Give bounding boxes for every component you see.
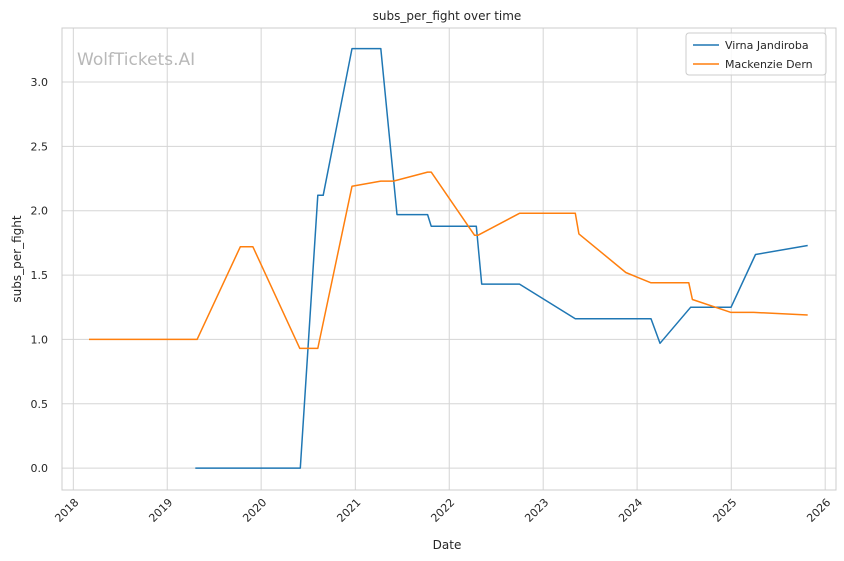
x-tick-label: 2023: [522, 496, 551, 525]
x-tick-label: 2020: [240, 496, 269, 525]
x-axis-label: Date: [433, 538, 462, 552]
y-tick-label: 3.0: [31, 76, 49, 89]
y-tick-label: 2.5: [31, 140, 49, 153]
chart-title: subs_per_fight over time: [373, 9, 522, 23]
y-axis-label: subs_per_fight: [10, 215, 24, 302]
series-line-virna-jandiroba: [195, 47, 808, 469]
y-tick-label: 2.0: [31, 205, 49, 218]
x-grid: [72, 28, 826, 490]
x-tick-label: 2021: [334, 496, 363, 525]
y-tick-label: 1.0: [31, 333, 49, 346]
y-tick-label: 0.0: [31, 462, 49, 475]
y-tick-label: 1.5: [31, 269, 49, 282]
y-tick-label: 0.5: [31, 398, 49, 411]
legend-label-mackenzie-dern: Mackenzie Dern: [725, 58, 813, 71]
series-line-mackenzie-dern: [89, 171, 808, 350]
x-tick-labels: 2018 2019 2020 2021 2022 2023 2024 2025 2026: [52, 496, 833, 525]
legend-box: [685, 32, 827, 76]
x-tick-label: 2022: [428, 496, 457, 525]
x-tick-label: 2019: [146, 496, 175, 525]
legend-label-virna-jandiroba: Virna Jandiroba: [725, 39, 809, 52]
series-layer: [89, 47, 808, 469]
y-tick-labels: 0.0 0.5 1.0 1.5 2.0 2.5 3.0: [31, 76, 49, 475]
x-tick-label: 2018: [52, 496, 81, 525]
x-tick-label: 2025: [710, 496, 739, 525]
x-tick-label: 2024: [616, 496, 645, 525]
x-tick-label: 2026: [804, 496, 833, 525]
plot-frame: [61, 27, 837, 491]
watermark: WolfTickets.AI: [77, 50, 195, 70]
legend: Virna Jandiroba Mackenzie Dern: [685, 32, 827, 76]
